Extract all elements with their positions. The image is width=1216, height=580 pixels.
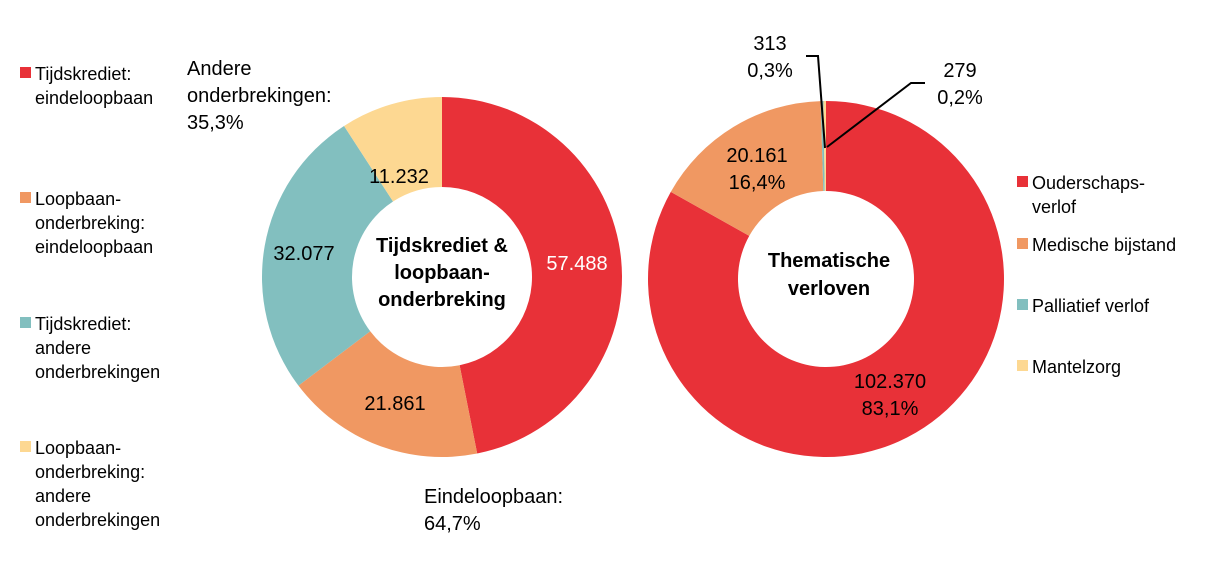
data-label: 0,2%: [937, 87, 983, 109]
legend-label: Medische bijstand: [1032, 235, 1176, 255]
legend-label: andere: [35, 486, 91, 506]
legend-left: Tijdskrediet: eindeloopbaan Loopbaan- on…: [20, 64, 160, 530]
legend-label: Tijdskrediet:: [35, 314, 131, 334]
data-label: 102.370: [854, 371, 926, 393]
donut-chart-tijdskrediet: [262, 97, 623, 458]
center-title: Tijdskrediet &: [376, 235, 508, 257]
center-title: onderbreking: [378, 289, 506, 311]
legend-swatch: [1017, 176, 1028, 187]
donut-slice: [670, 101, 824, 236]
legend-right: Ouderschaps- verlof Medische bijstand Pa…: [1017, 173, 1176, 377]
data-label: 57.488: [546, 253, 607, 275]
annotation-andere: 35,3%: [187, 112, 244, 134]
data-label: 279: [943, 60, 976, 82]
data-label: 313: [753, 33, 786, 55]
legend-label: verlof: [1032, 197, 1077, 217]
center-title: verloven: [788, 278, 870, 300]
legend-label: Palliatief verlof: [1032, 296, 1150, 316]
legend-swatch: [20, 192, 31, 203]
legend-label: Ouderschaps-: [1032, 173, 1145, 193]
donut-slice: [647, 101, 1004, 457]
legend-label: onderbreking:: [35, 213, 145, 233]
data-label: 83,1%: [862, 398, 919, 420]
legend-label: Loopbaan-: [35, 189, 121, 209]
data-label: 32.077: [273, 243, 334, 265]
legend-swatch: [20, 317, 31, 328]
legend-label: Tijdskrediet:: [35, 64, 131, 84]
donut-slice: [344, 97, 442, 202]
leader-line: [826, 82, 925, 148]
legend-label: andere: [35, 338, 91, 358]
donut-slice: [262, 125, 394, 386]
legend-label: onderbreking:: [35, 462, 145, 482]
legend-swatch: [20, 441, 31, 452]
legend-swatch: [1017, 238, 1028, 249]
legend-label: Loopbaan-: [35, 438, 121, 458]
legend-swatch: [1017, 299, 1028, 310]
legend-label: Mantelzorg: [1032, 357, 1121, 377]
data-label: 16,4%: [729, 172, 786, 194]
legend-swatch: [1017, 360, 1028, 371]
center-title: loopbaan-: [394, 262, 490, 284]
annotation-eindeloopbaan: Eindeloopbaan:: [424, 486, 563, 508]
legend-label: onderbrekingen: [35, 510, 160, 530]
data-label: 11.232: [369, 166, 429, 188]
data-label: 0,3%: [747, 60, 793, 82]
center-title: Thematische: [768, 250, 890, 272]
leader-line: [806, 55, 826, 149]
annotation-andere: Andere: [187, 58, 252, 80]
donut-slice: [442, 97, 623, 454]
legend-swatch: [20, 67, 31, 78]
legend-label: onderbrekingen: [35, 362, 160, 382]
annotation-andere: onderbrekingen:: [187, 85, 332, 107]
data-label: 21.861: [364, 393, 425, 415]
legend-label: eindeloopbaan: [35, 88, 153, 108]
annotation-eindeloopbaan: 64,7%: [424, 513, 481, 535]
data-label: 20.161: [726, 145, 787, 167]
legend-label: eindeloopbaan: [35, 237, 153, 257]
donut-slice: [298, 331, 478, 458]
